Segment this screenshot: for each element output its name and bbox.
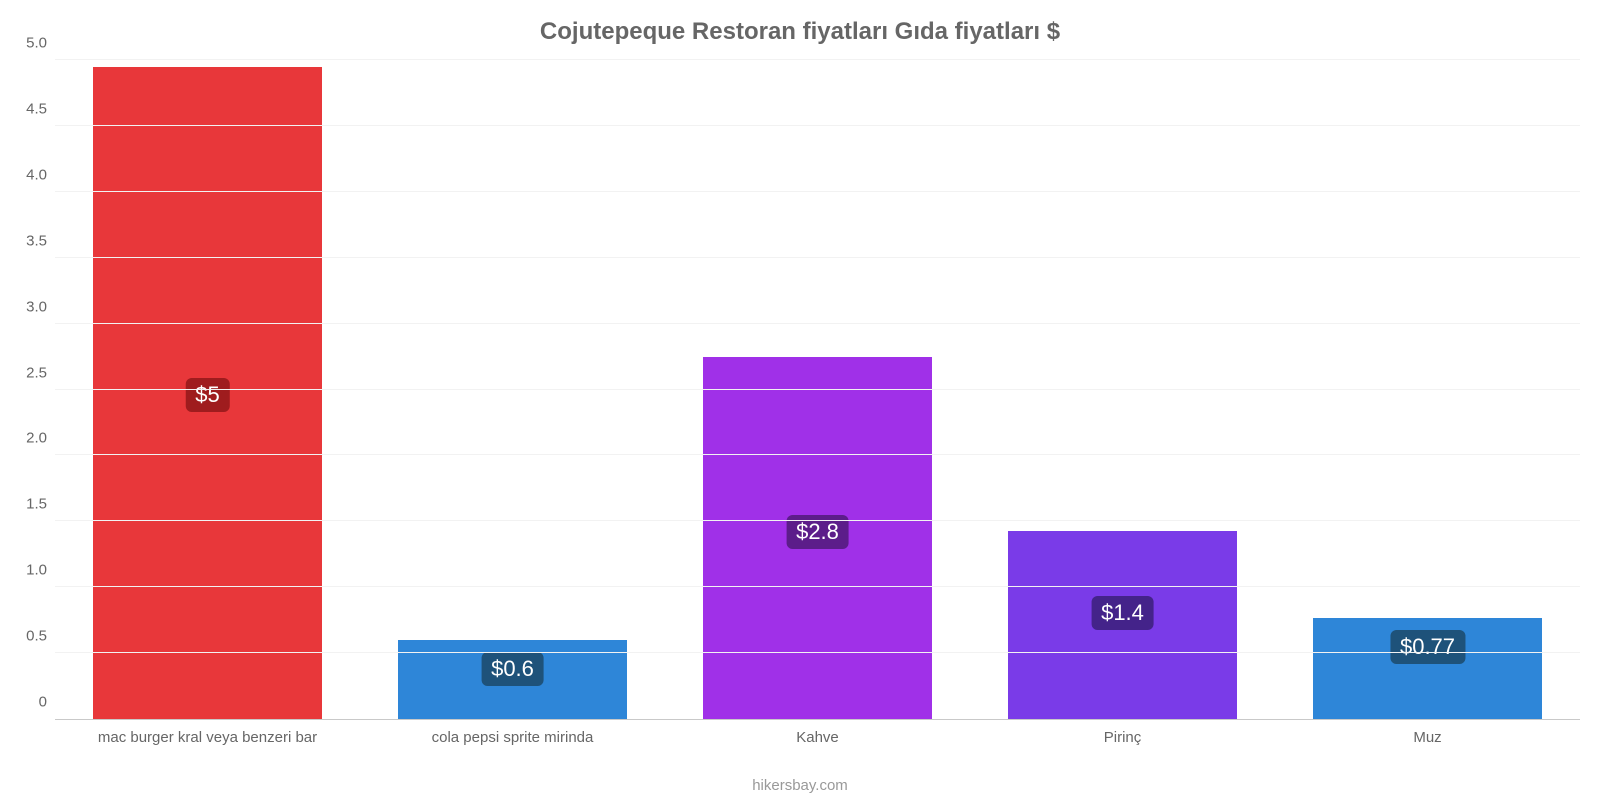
ytick-label: 3.0 (26, 298, 55, 315)
value-badge: $5 (185, 378, 229, 412)
price-chart: Cojutepeque Restoran fiyatları Gıda fiya… (0, 0, 1600, 800)
bars-layer: $5$0.6$2.8$1.4$0.77 (55, 60, 1580, 719)
value-badge: $0.77 (1390, 630, 1465, 664)
plot-area: $5$0.6$2.8$1.4$0.77 00.51.01.52.02.53.03… (55, 60, 1580, 720)
gridline (55, 323, 1580, 324)
gridline (55, 389, 1580, 390)
value-badge: $1.4 (1091, 596, 1154, 630)
ytick-label: 4.5 (26, 100, 55, 117)
gridline (55, 257, 1580, 258)
xtick-label: cola pepsi sprite mirinda (432, 719, 594, 746)
ytick-label: 1.5 (26, 496, 55, 513)
gridline (55, 454, 1580, 455)
value-badge: $0.6 (481, 652, 544, 686)
ytick-label: 2.0 (26, 430, 55, 447)
ytick-label: 2.5 (26, 364, 55, 381)
ytick-label: 5.0 (26, 35, 55, 52)
chart-source: hikersbay.com (0, 777, 1600, 794)
gridline (55, 586, 1580, 587)
xtick-label: Muz (1413, 719, 1441, 746)
ytick-label: 0.5 (26, 628, 55, 645)
ytick-label: 3.5 (26, 232, 55, 249)
gridline (55, 652, 1580, 653)
gridline (55, 191, 1580, 192)
gridline (55, 520, 1580, 521)
gridline (55, 59, 1580, 60)
xtick-label: mac burger kral veya benzeri bar (98, 719, 317, 746)
ytick-label: 0 (39, 694, 55, 711)
gridline (55, 125, 1580, 126)
ytick-label: 1.0 (26, 562, 55, 579)
ytick-label: 4.0 (26, 166, 55, 183)
xtick-label: Kahve (796, 719, 839, 746)
xtick-label: Pirinç (1104, 719, 1142, 746)
chart-title: Cojutepeque Restoran fiyatları Gıda fiya… (0, 0, 1600, 46)
